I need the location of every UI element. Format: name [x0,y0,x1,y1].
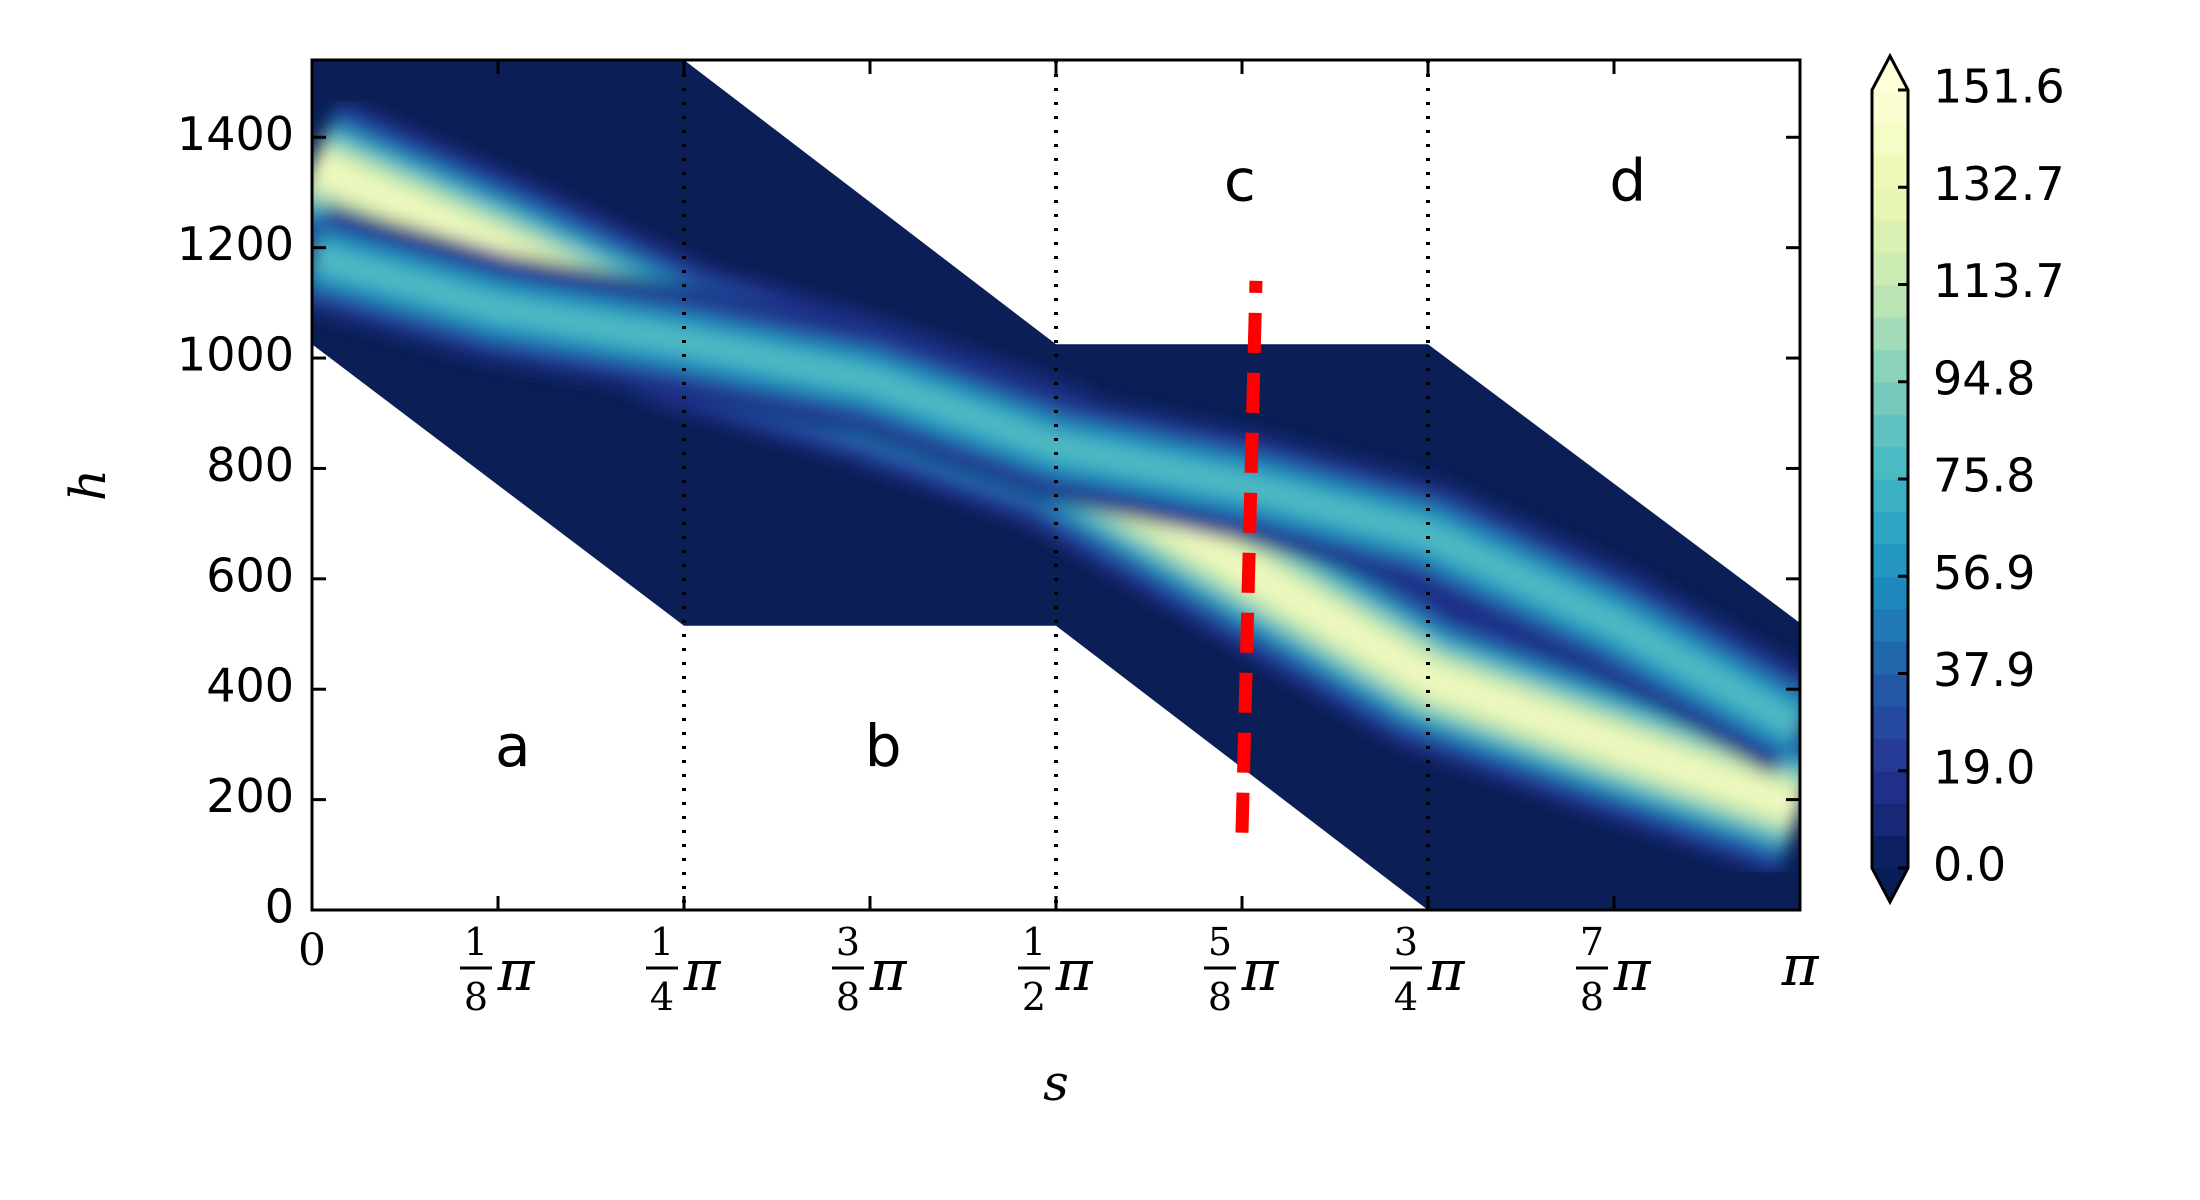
y-tick-label: 1200 [177,217,294,271]
colorbar-tick-label: 151.6 [1933,60,2065,114]
y-tick-label: 1400 [177,107,294,161]
colorbar-tick-label: 75.8 [1933,449,2035,503]
colorbar-band [1872,316,1908,350]
x-tick-symbol: π [869,939,908,1004]
colorbar-band [1872,252,1908,286]
x-tick-denominator: 8 [1208,975,1232,1019]
colorbar-band [1872,673,1908,707]
y-tick-label: 1000 [177,328,294,382]
region-labels: a b c d [495,146,1646,780]
x-tick-label: 0 [298,925,326,976]
x-tick-symbol: π [683,939,722,1004]
colorbar-band [1872,705,1908,739]
colorbar-band [1872,543,1908,577]
colorbar-extend-min [1872,868,1908,902]
x-tick-symbol: π [1781,934,1820,999]
colorbar-band [1872,738,1908,772]
colorbar-ticks: 0.0 19.0 37.9 56.9 75.8 94.8 113.7 132.7 151.6 [1898,60,2065,892]
x-tick-denominator: 8 [464,975,488,1019]
colorbar-band [1872,349,1908,383]
colorbar: 0.0 19.0 37.9 56.9 75.8 94.8 113.7 132.7 151.6 [1870,52,2065,906]
colorbar-band [1872,414,1908,448]
colorbar-band [1872,576,1908,610]
heatmap-band-1-level-6 [312,253,1800,731]
colorbar-band [1872,511,1908,545]
x-tick-symbol: 0 [298,925,326,976]
colorbar-tick-label: 113.7 [1933,254,2065,308]
x-tick-symbol: π [1427,939,1466,1004]
colorbar-tick-label: 0.0 [1933,838,2006,892]
x-tick-denominator: 8 [1580,975,1604,1019]
region-label-a: a [495,712,531,780]
x-tick-symbol: π [1613,939,1652,1004]
cut-line [1235,280,1263,833]
colorbar-extend-max [1872,56,1908,90]
x-tick-symbol: π [1241,939,1280,1004]
region-label-c: c [1224,146,1256,214]
x-tick-denominator: 4 [1394,975,1418,1019]
x-tick-label: 1 2 π [1018,920,1094,1019]
colorbar-tick-label: 132.7 [1933,157,2065,211]
x-tick-numerator: 3 [1394,920,1418,964]
y-axis-ticks: 0 200 400 600 800 1000 1200 1400 [177,107,1800,934]
x-axis-label: s [1043,1054,1069,1112]
x-tick-label: π [1781,934,1820,999]
colorbar-band [1872,641,1908,675]
y-tick-label: 400 [206,659,294,713]
x-tick-denominator: 2 [1022,975,1046,1019]
colorbar-band [1872,154,1908,188]
x-tick-numerator: 7 [1580,920,1604,964]
x-tick-label: 1 4 π [646,920,722,1019]
x-tick-symbol: π [497,939,536,1004]
x-tick-numerator: 1 [650,920,674,964]
colorbar-tick-label: 56.9 [1933,546,2035,600]
x-tick-denominator: 8 [836,975,860,1019]
colorbar-tick-label: 37.9 [1933,643,2035,697]
colorbar-band [1872,770,1908,804]
x-tick-numerator: 3 [836,920,860,964]
colorbar-band [1872,219,1908,253]
colorbar-band [1872,803,1908,837]
colorbar-band [1872,122,1908,156]
y-tick-label: 600 [206,548,294,602]
region-label-d: d [1609,146,1646,214]
colorbar-band [1872,381,1908,415]
colorbar-band [1872,284,1908,318]
heatmap-bands [312,99,1800,876]
y-tick-label: 200 [206,769,294,823]
colorbar-band [1872,479,1908,513]
colorbar-band [1872,187,1908,221]
x-tick-numerator: 1 [1022,920,1046,964]
x-tick-label: 7 8 π [1576,920,1652,1019]
colorbar-band [1872,90,1908,124]
x-tick-label: 5 8 π [1204,920,1280,1019]
y-axis-label: h [59,469,117,501]
x-tick-label: 3 8 π [832,920,908,1019]
x-tick-numerator: 1 [464,920,488,964]
colorbar-tick-label: 19.0 [1933,740,2035,794]
x-tick-label: 3 4 π [1390,920,1466,1019]
y-tick-label: 0 [265,880,294,934]
x-axis-ticks: 0 18 π 14 π 38 π 12 π 58 π 34 π 78 π π [298,60,1820,1019]
section-boundaries [682,60,1431,910]
colorbar-band [1872,446,1908,480]
x-tick-denominator: 4 [650,975,674,1019]
x-tick-numerator: 5 [1208,920,1232,964]
x-tick-label: 1 8 π [460,920,536,1019]
colorbar-band [1872,835,1908,869]
x-tick-symbol: π [1055,939,1094,1004]
colorbar-band [1872,608,1908,642]
y-tick-label: 800 [206,438,294,492]
colorbar-tick-label: 94.8 [1933,351,2035,405]
region-label-b: b [865,712,902,780]
colorbar-bands [1872,56,1908,902]
